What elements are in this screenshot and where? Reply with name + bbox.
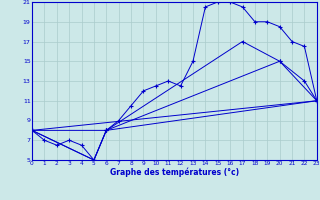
- X-axis label: Graphe des températures (°c): Graphe des températures (°c): [110, 168, 239, 177]
